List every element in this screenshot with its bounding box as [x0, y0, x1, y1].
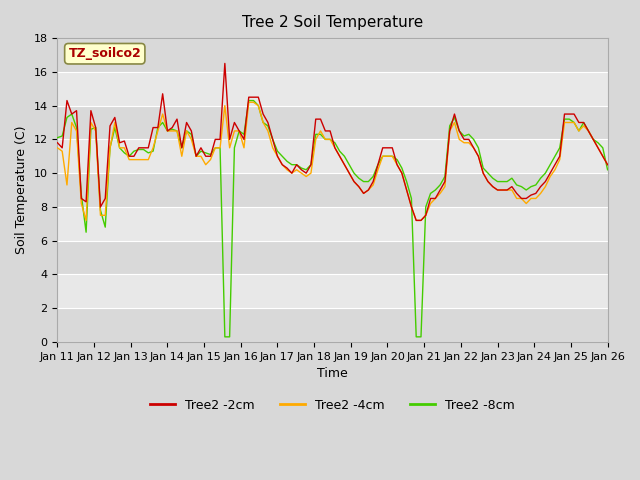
Bar: [58, 72, 607, 106]
Bar: [58, 207, 607, 240]
Bar: [58, 240, 607, 275]
Legend: Tree2 -2cm, Tree2 -4cm, Tree2 -8cm: Tree2 -2cm, Tree2 -4cm, Tree2 -8cm: [145, 394, 520, 417]
Bar: [58, 38, 607, 72]
Bar: [58, 139, 607, 173]
Bar: [58, 275, 607, 308]
Bar: [58, 173, 607, 207]
Y-axis label: Soil Temperature (C): Soil Temperature (C): [15, 126, 28, 254]
Bar: [58, 106, 607, 139]
Text: TZ_soilco2: TZ_soilco2: [68, 47, 141, 60]
X-axis label: Time: Time: [317, 367, 348, 380]
Bar: [58, 308, 607, 342]
Title: Tree 2 Soil Temperature: Tree 2 Soil Temperature: [242, 15, 423, 30]
